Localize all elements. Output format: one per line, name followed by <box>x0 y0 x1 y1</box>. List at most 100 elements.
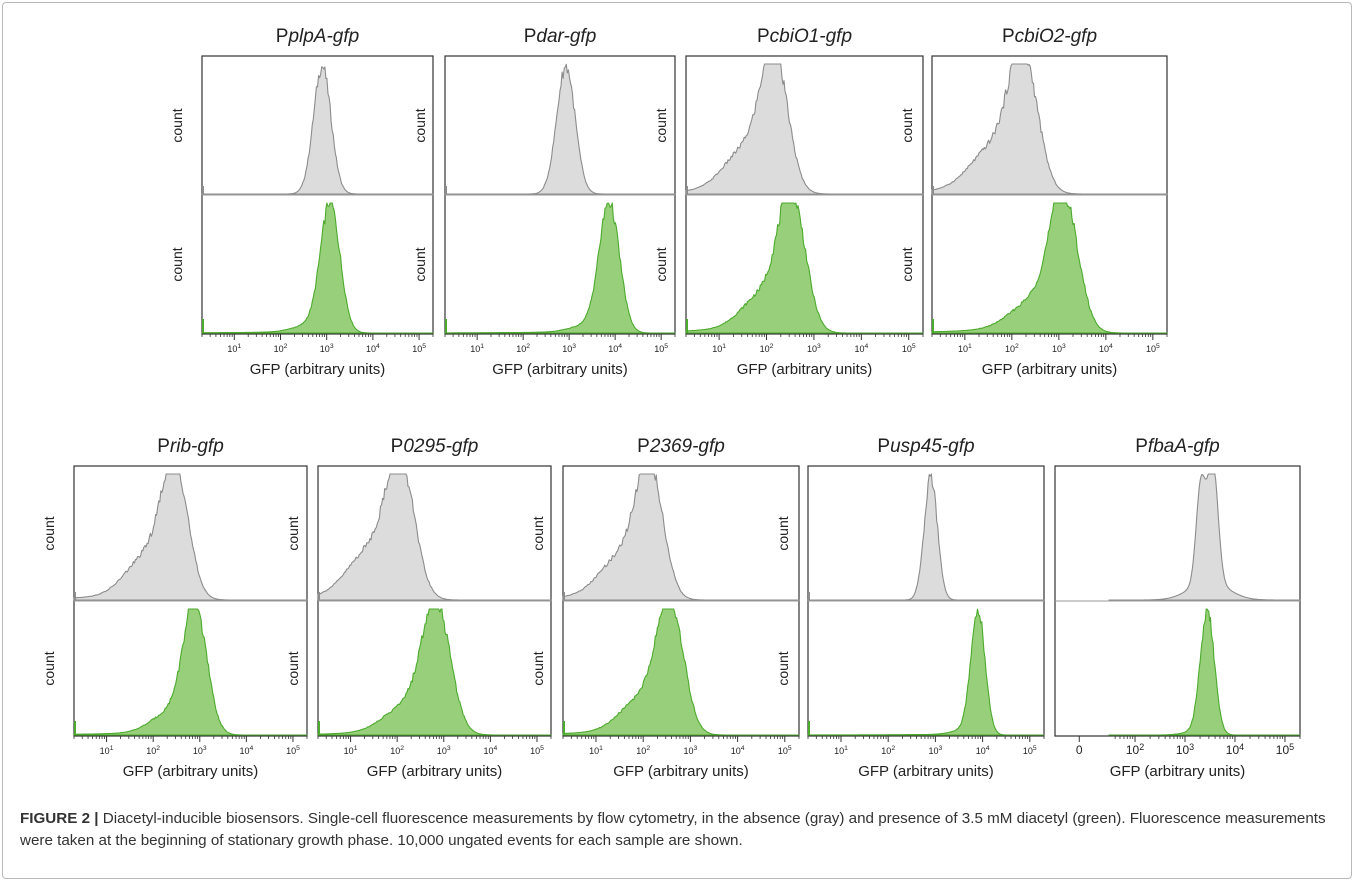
x-tick-exponent: 3 <box>694 745 698 752</box>
x-tick-label: 0 <box>1076 743 1083 757</box>
x-tick-exponent: 3 <box>1062 343 1066 350</box>
x-axis-label: GFP (arbitrary units) <box>982 361 1118 378</box>
x-tick-base: 10 <box>636 746 646 756</box>
x-tick-base: 10 <box>516 344 526 354</box>
y-axis-label: count <box>775 516 791 550</box>
x-tick-base: 10 <box>1276 743 1290 757</box>
panel-title-prefix: P <box>1002 26 1015 47</box>
x-tick-base: 10 <box>712 344 722 354</box>
x-tick-exponent: 1 <box>968 343 972 350</box>
x-tick-label: 103 <box>929 745 943 756</box>
x-axis-label: GFP (arbitrary units) <box>123 763 259 780</box>
x-axis-label: GFP (arbitrary units) <box>250 361 386 378</box>
x-tick-base: 10 <box>902 344 912 354</box>
y-axis-label: count <box>653 247 669 281</box>
histogram-green <box>1108 608 1301 736</box>
x-tick-base: 10 <box>654 344 664 354</box>
panel-title: Prib-gfp <box>157 436 224 457</box>
x-tick-base: 10 <box>684 746 694 756</box>
x-tick-base: 10 <box>1005 344 1015 354</box>
x-tick-label: 105 <box>286 745 300 756</box>
x-tick-base: 10 <box>320 344 330 354</box>
x-tick-label: 103 <box>1052 343 1066 354</box>
panel-title-prefix: P <box>276 26 289 47</box>
histogram-green <box>931 202 1168 334</box>
y-axis-label: count <box>41 651 57 685</box>
x-tick-exponent: 2 <box>400 745 404 752</box>
x-tick-label: 101 <box>100 745 114 756</box>
y-axis-label: count <box>775 651 791 685</box>
x-tick-base: 10 <box>239 746 249 756</box>
x-tick-label: 101 <box>344 745 358 756</box>
panel-title-promoter: 2369-gfp <box>649 436 725 457</box>
x-tick-label: 102 <box>636 745 650 756</box>
histogram-gray <box>317 473 552 601</box>
y-axis-label: count <box>412 108 428 142</box>
x-tick-label: 103 <box>193 745 207 756</box>
y-axis-label: count <box>285 651 301 685</box>
x-tick-exponent: 4 <box>249 745 253 752</box>
x-tick-base: 10 <box>760 344 770 354</box>
x-tick-exponent: 2 <box>284 343 288 350</box>
x-tick-exponent: 4 <box>1239 742 1244 752</box>
x-tick-exponent: 3 <box>203 745 207 752</box>
histogram-green <box>73 608 308 736</box>
x-axis-label: GFP (arbitrary units) <box>858 763 994 780</box>
x-tick-exponent: 1 <box>599 745 603 752</box>
histogram-green <box>444 202 676 334</box>
x-tick-label: 105 <box>1023 745 1037 756</box>
x-tick-label: 102 <box>881 745 895 756</box>
x-tick-label: 102 <box>1126 742 1144 757</box>
x-tick-base: 10 <box>483 746 493 756</box>
panel-title: Pusp45-gfp <box>877 436 974 457</box>
panel-title: PcbiO1-gfp <box>757 26 852 47</box>
x-tick-label: 105 <box>1276 742 1294 757</box>
x-tick-exponent: 5 <box>1289 742 1294 752</box>
panel-title: P2369-gfp <box>637 436 725 457</box>
x-tick-label: 103 <box>1176 742 1194 757</box>
x-tick-exponent: 4 <box>986 745 990 752</box>
x-tick-base: 10 <box>807 344 817 354</box>
panel-title-prefix: P <box>1135 436 1148 457</box>
x-tick-exponent: 3 <box>939 745 943 752</box>
y-axis-label: count <box>169 247 185 281</box>
x-tick-label: 104 <box>608 343 622 354</box>
x-tick-base: 10 <box>412 344 422 354</box>
x-tick-base: 10 <box>1226 743 1240 757</box>
x-tick-exponent: 2 <box>770 343 774 350</box>
x-tick-exponent: 5 <box>912 343 916 350</box>
x-tick-exponent: 5 <box>296 745 300 752</box>
x-tick-label: 104 <box>239 745 253 756</box>
x-tick-label: 103 <box>562 343 576 354</box>
x-tick-base: 10 <box>1023 746 1033 756</box>
x-tick-base: 10 <box>958 344 968 354</box>
caption-text: Diacetyl-inducible biosensors. Single-ce… <box>20 810 1326 849</box>
y-axis-label: count <box>285 516 301 550</box>
x-tick-label: 104 <box>483 745 497 756</box>
panel-title-promoter: 0295-gfp <box>403 436 478 457</box>
histogram-gray <box>685 63 924 195</box>
panel-title-prefix: P <box>877 436 890 457</box>
x-tick-label: 105 <box>654 343 668 354</box>
x-tick-base: 10 <box>274 344 284 354</box>
x-tick-base: 0 <box>1076 743 1083 757</box>
x-tick-exponent: 1 <box>480 343 484 350</box>
x-tick-label: 101 <box>834 745 848 756</box>
panel-title: PfbaA-gfp <box>1135 436 1220 457</box>
panel-title: P0295-gfp <box>391 436 479 457</box>
panel-title-promoter: fbaA-gfp <box>1148 436 1220 457</box>
x-tick-label: 103 <box>437 745 451 756</box>
histogram-green <box>317 608 552 736</box>
x-tick-base: 10 <box>390 746 400 756</box>
histogram-gray <box>201 66 434 195</box>
x-tick-exponent: 2 <box>156 745 160 752</box>
x-tick-exponent: 1 <box>722 343 726 350</box>
x-axis-label: GFP (arbitrary units) <box>492 361 628 378</box>
